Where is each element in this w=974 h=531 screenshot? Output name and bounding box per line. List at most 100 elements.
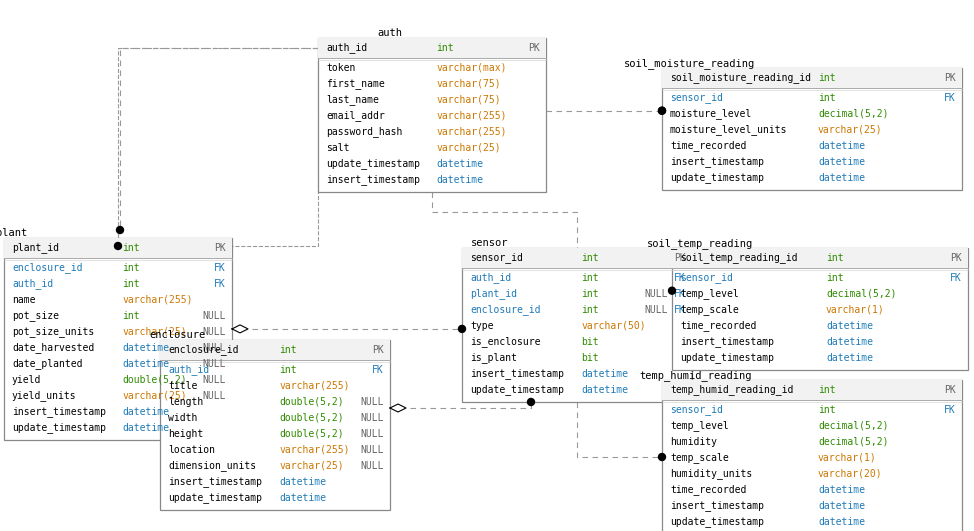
Text: int: int [818,385,836,395]
Text: PK: PK [214,243,226,253]
Text: sensor_id: sensor_id [680,272,732,284]
Text: plant_id: plant_id [470,288,517,299]
Text: double(5,2): double(5,2) [123,375,187,385]
Text: insert_timestamp: insert_timestamp [670,501,764,511]
Text: update_timestamp: update_timestamp [168,493,262,503]
Text: int: int [123,311,140,321]
Text: datetime: datetime [581,369,628,379]
Text: varchar(1): varchar(1) [818,453,877,463]
Text: datetime: datetime [280,493,326,503]
Text: NULL: NULL [645,305,668,315]
Text: FK: FK [944,93,956,103]
Text: varchar(25): varchar(25) [123,327,187,337]
Text: varchar(255): varchar(255) [436,127,507,137]
Text: FK: FK [214,279,226,289]
Text: varchar(1): varchar(1) [826,305,884,315]
Text: decimal(5,2): decimal(5,2) [818,109,888,119]
Circle shape [115,243,122,250]
Text: date_planted: date_planted [12,358,83,370]
Text: yield: yield [12,375,41,385]
Text: datetime: datetime [818,485,865,495]
Text: int: int [280,365,297,375]
Text: FK: FK [214,263,226,273]
Text: date_harvested: date_harvested [12,342,94,354]
Text: humidity: humidity [670,437,717,447]
Text: decimal(5,2): decimal(5,2) [818,421,888,431]
Text: humidity_units: humidity_units [670,468,752,479]
Text: insert_timestamp: insert_timestamp [326,175,420,185]
Text: varchar(25): varchar(25) [123,391,187,401]
Text: varchar(255): varchar(255) [280,381,350,391]
Text: NULL: NULL [203,375,226,385]
Text: varchar(25): varchar(25) [436,143,502,153]
Text: temp_scale: temp_scale [670,452,729,464]
Text: NULL: NULL [203,311,226,321]
Circle shape [668,287,676,294]
Text: bit: bit [581,353,599,363]
Text: temp_level: temp_level [680,288,738,299]
Bar [160,340,390,510]
Text: PK: PK [944,73,956,83]
Bar [672,248,968,370]
Text: FK: FK [674,273,686,283]
Text: time_recorded: time_recorded [670,485,746,495]
Text: name: name [12,295,35,305]
Text: double(5,2): double(5,2) [280,429,344,439]
Text: int: int [826,253,843,263]
Text: sensor_id: sensor_id [470,253,523,263]
Text: FK: FK [951,273,962,283]
Text: double(5,2): double(5,2) [280,413,344,423]
Text: int: int [581,305,599,315]
Text: datetime: datetime [123,423,169,433]
Text: NULL: NULL [360,445,384,455]
Text: int: int [123,263,140,273]
Text: sensor_id: sensor_id [670,405,723,415]
Text: datetime: datetime [123,407,169,417]
Text: varchar(75): varchar(75) [436,95,502,105]
Text: int: int [818,73,836,83]
Text: soil_temp_reading_id: soil_temp_reading_id [680,253,798,263]
Bar [118,48,318,246]
Text: temp_humid_reading: temp_humid_reading [640,370,752,381]
Text: datetime: datetime [123,359,169,369]
Bar [160,340,390,360]
Text: auth_id: auth_id [168,365,209,375]
Text: enclosure_id: enclosure_id [168,345,239,355]
Text: varchar(50): varchar(50) [581,321,646,331]
Bar [662,68,962,190]
Bar [462,248,692,402]
Text: varchar(20): varchar(20) [818,469,882,479]
Text: NULL: NULL [360,429,384,439]
Bar [4,238,232,440]
Text: auth_id: auth_id [326,42,367,54]
Text: NULL: NULL [360,413,384,423]
Text: temp_scale: temp_scale [680,305,738,315]
Text: update_timestamp: update_timestamp [670,173,764,183]
Text: datetime: datetime [826,353,873,363]
Bar [662,380,962,400]
Text: title: title [168,381,198,391]
Text: PK: PK [528,43,540,53]
Text: varchar(255): varchar(255) [436,111,507,121]
Text: datetime: datetime [436,159,483,169]
Text: FK: FK [372,365,384,375]
Text: int: int [280,345,297,355]
Text: datetime: datetime [280,477,326,487]
Text: varchar(25): varchar(25) [280,461,344,471]
Text: datetime: datetime [436,175,483,185]
Text: int: int [123,279,140,289]
Text: pot_size_units: pot_size_units [12,327,94,338]
Text: PK: PK [951,253,962,263]
Bar [662,68,962,88]
Bar [318,38,546,58]
Text: NULL: NULL [360,397,384,407]
Text: bit: bit [581,337,599,347]
Circle shape [459,326,466,332]
Text: varchar(75): varchar(75) [436,79,502,89]
Text: length: length [168,397,204,407]
Text: time_recorded: time_recorded [680,321,757,331]
Text: soil_moisture_reading: soil_moisture_reading [624,58,756,69]
Text: soil_moisture_reading_id: soil_moisture_reading_id [670,73,811,83]
Text: varchar(25): varchar(25) [818,125,882,135]
Text: NULL: NULL [360,461,384,471]
